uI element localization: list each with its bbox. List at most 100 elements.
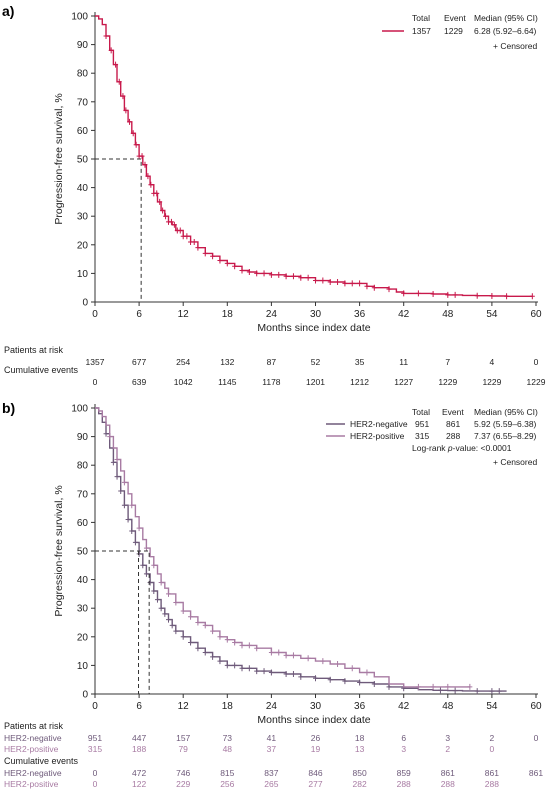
b-cum-neg-value-3: 815 — [220, 768, 234, 778]
a-risk-value-6: 35 — [355, 357, 365, 367]
b-censor-mark-her2_negative-18 — [173, 628, 179, 635]
b-censor-mark-her2_negative-13 — [154, 596, 160, 603]
a-censor-mark-overall-56 — [430, 290, 436, 297]
legend-a-event: 1229 — [444, 26, 463, 36]
panel-a-cumulative-values: 0 639 1042 1145 1178 1201 1212 1227 1229 1229 1229 — [93, 377, 546, 387]
b-censor-mark-her2_positive-22 — [276, 649, 282, 656]
b-risk-neg-value-7: 6 — [401, 733, 406, 743]
a-x-tick-label-42: 42 — [398, 309, 410, 320]
a-censor-mark-overall-20 — [168, 218, 174, 225]
a-censor-mark-overall-3 — [116, 78, 122, 85]
b-censor-mark-her2_negative-21 — [195, 645, 201, 652]
b-censor-mark-her2_positive-26 — [320, 658, 326, 665]
b-censor-mark-her2_negative-35 — [313, 675, 318, 682]
a-censor-mark-overall-29 — [202, 250, 208, 257]
legend-b-header-total: Total — [412, 407, 430, 417]
b-censor-mark-her2_negative-29 — [254, 668, 260, 675]
b-censor-mark-her2_negative-11 — [147, 579, 153, 586]
a-x-tick-label-48: 48 — [442, 309, 454, 320]
a-censor-mark-overall-57 — [445, 291, 451, 298]
b-censor-mark-her2_negative-19 — [180, 633, 186, 640]
a-censor-mark-overall-30 — [210, 253, 216, 260]
a-censor-mark-overall-47 — [335, 278, 341, 285]
a-x-tick-label-12: 12 — [178, 309, 190, 320]
b-censor-mark-her2_positive-16 — [224, 636, 230, 643]
a-censor-mark-overall-36 — [254, 270, 260, 277]
b-x-tick-label-12: 12 — [178, 701, 190, 712]
b-censor-mark-her2_negative-36 — [327, 676, 333, 683]
b-y-tick-label-50: 50 — [77, 547, 89, 558]
b-censor-mark-her2_negative-22 — [202, 649, 208, 656]
b-cum-neg-value-4: 837 — [264, 768, 278, 778]
b-censor-mark-her2_negative-42 — [437, 687, 443, 694]
a-y-tick-label-20: 20 — [77, 240, 89, 251]
b-censor-mark-her2_negative-24 — [217, 658, 223, 665]
a-x-tick-label-6: 6 — [136, 309, 142, 320]
b-cum-neg-value-1: 472 — [132, 768, 146, 778]
b-censor-mark-her2_negative-37 — [342, 678, 348, 685]
a-censor-mark-overall-18 — [163, 213, 169, 220]
b-censor-mark-her2_negative-6 — [129, 527, 135, 534]
panel-a-y-axis-title: Progression-free survival, % — [53, 93, 65, 224]
a-censor-mark-overall-55 — [415, 290, 421, 297]
a-censor-mark-overall-39 — [276, 271, 282, 278]
a-x-tick-label-30: 30 — [310, 309, 322, 320]
b-risk-neg-value-2: 157 — [176, 733, 190, 743]
legend-a-median: 6.28 (5.92–6.64) — [474, 26, 537, 36]
b-censor-mark-her2_negative-39 — [371, 680, 377, 687]
b-x-tick-label-42: 42 — [398, 701, 410, 712]
b-censor-mark-her2_negative-44 — [474, 688, 480, 695]
b-risk-neg-value-9: 2 — [490, 733, 495, 743]
b-censor-mark-her2_negative-1 — [110, 459, 116, 466]
b-censor-mark-her2_positive-9 — [173, 599, 179, 606]
a-cum-value-9: 1229 — [482, 377, 501, 387]
b-censor-mark-her2_positive-5 — [143, 545, 149, 552]
b-censor-mark-her2_positive-27 — [335, 660, 341, 667]
b-censor-mark-her2_negative-26 — [232, 662, 238, 669]
legend-b-median-her2-positive: 7.37 (6.55–8.29) — [474, 431, 537, 441]
b-risk-neg-value-6: 18 — [355, 733, 365, 743]
a-y-tick-label-10: 10 — [77, 269, 89, 280]
b-censor-mark-her2_positive-33 — [467, 683, 473, 690]
a-censor-mark-overall-0 — [103, 33, 109, 40]
b-censor-mark-her2_positive-17 — [232, 639, 238, 646]
a-cum-value-1: 639 — [132, 377, 146, 387]
a-censor-mark-overall-54 — [401, 290, 407, 297]
a-censor-mark-overall-25 — [184, 233, 190, 240]
a-censor-mark-overall-37 — [261, 270, 267, 277]
b-risk-pos-value-5: 19 — [311, 744, 321, 754]
panel-a-cumulative-title: Cumulative events — [4, 365, 79, 375]
legend-a-total: 1357 — [412, 26, 431, 36]
a-cum-value-0: 0 — [93, 377, 98, 387]
b-censor-mark-her2_negative-31 — [268, 669, 274, 676]
b-x-tick-label-6: 6 — [136, 701, 142, 712]
a-risk-value-3: 132 — [220, 357, 234, 367]
panel-b-y-axis-title: Progression-free survival, % — [53, 485, 65, 616]
b-censor-mark-her2_negative-0 — [103, 430, 109, 437]
b-censor-mark-her2_positive-31 — [430, 683, 436, 690]
a-censor-mark-overall-61 — [504, 293, 510, 300]
b-y-tick-label-10: 10 — [77, 661, 89, 672]
a-cum-value-5: 1201 — [306, 377, 325, 387]
a-censor-mark-overall-10 — [139, 153, 145, 160]
a-cum-value-2: 1042 — [174, 377, 193, 387]
a-censor-mark-overall-46 — [327, 278, 333, 285]
a-censor-mark-overall-40 — [283, 273, 289, 280]
panel-b-cumulative-title: Cumulative events — [4, 756, 79, 766]
b-cum-pos-value-4: 265 — [264, 779, 278, 789]
b-censor-mark-her2_negative-2 — [114, 473, 120, 480]
legend-b-event-her2-negative: 861 — [446, 419, 460, 429]
panel-b-risk-row-her2-negative-name: HER2-negative — [4, 733, 62, 743]
b-risk-pos-value-1: 188 — [132, 744, 146, 754]
b-censor-mark-her2_negative-14 — [158, 605, 164, 612]
b-cum-neg-value-10: 861 — [529, 768, 543, 778]
a-cum-value-6: 1212 — [350, 377, 369, 387]
a-censor-mark-overall-11 — [142, 161, 148, 168]
b-censor-mark-her2_positive-20 — [254, 645, 260, 652]
b-cum-neg-value-0: 0 — [93, 768, 98, 778]
legend-b-censored: + Censored — [493, 457, 537, 467]
b-x-tick-label-54: 54 — [486, 701, 498, 712]
panel-b-cum-row-her2-positive-name: HER2-positive — [4, 779, 59, 789]
a-risk-value-1: 677 — [132, 357, 146, 367]
a-censor-mark-overall-48 — [342, 280, 348, 287]
